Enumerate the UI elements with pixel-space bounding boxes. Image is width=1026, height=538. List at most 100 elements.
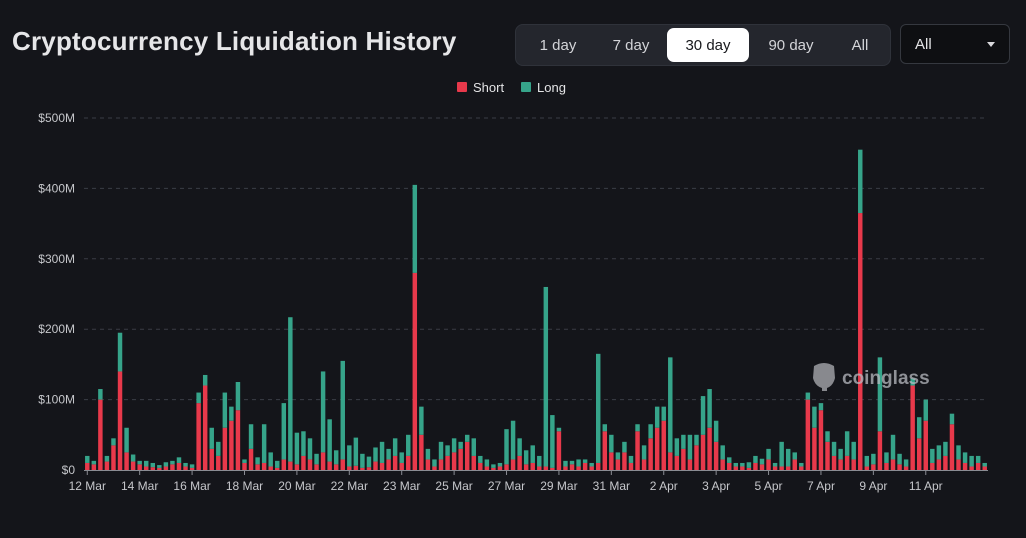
- bar-short[interactable]: [242, 462, 247, 470]
- legend-short-swatch[interactable]: [457, 82, 467, 92]
- bar-long[interactable]: [176, 457, 182, 463]
- bar-short[interactable]: [681, 448, 686, 470]
- bar-long[interactable]: [111, 438, 116, 446]
- bar-long[interactable]: [209, 427, 214, 449]
- bar-short[interactable]: [589, 466, 594, 470]
- bar-long[interactable]: [478, 455, 483, 463]
- bar-short[interactable]: [229, 420, 234, 470]
- bar-long[interactable]: [694, 434, 699, 446]
- bar-short[interactable]: [451, 452, 457, 470]
- bar-short[interactable]: [949, 424, 955, 470]
- bar-long[interactable]: [949, 413, 955, 425]
- bar-long[interactable]: [484, 459, 490, 467]
- bar-long[interactable]: [229, 406, 234, 421]
- bar-long[interactable]: [825, 431, 830, 442]
- bar-short[interactable]: [615, 459, 621, 470]
- bar-long[interactable]: [255, 457, 260, 465]
- bar-short[interactable]: [668, 452, 673, 470]
- bar-long[interactable]: [890, 434, 896, 460]
- bar-long[interactable]: [261, 424, 267, 463]
- bar-short[interactable]: [170, 464, 175, 470]
- bar-long[interactable]: [117, 332, 123, 372]
- bar-short[interactable]: [956, 459, 961, 470]
- bar-short[interactable]: [962, 462, 968, 470]
- range-all-button[interactable]: All: [851, 36, 869, 54]
- bar-short[interactable]: [903, 466, 909, 470]
- bar-short[interactable]: [812, 427, 817, 470]
- bar-short[interactable]: [923, 420, 928, 470]
- bar-long[interactable]: [170, 460, 175, 465]
- bar-long[interactable]: [785, 448, 791, 467]
- bar-long[interactable]: [648, 424, 653, 439]
- range-7-day-button[interactable]: 7 day: [612, 36, 650, 54]
- bar-short[interactable]: [582, 462, 588, 470]
- bar-short[interactable]: [838, 459, 843, 470]
- bar-long[interactable]: [510, 420, 516, 460]
- bar-short[interactable]: [288, 461, 293, 470]
- bar-short[interactable]: [386, 459, 391, 470]
- bar-long[interactable]: [969, 455, 974, 467]
- bar-short[interactable]: [157, 467, 162, 470]
- bar-short[interactable]: [320, 452, 326, 470]
- bar-short[interactable]: [563, 466, 568, 470]
- bar-long[interactable]: [700, 396, 706, 435]
- bar-long[interactable]: [799, 462, 804, 467]
- bar-long[interactable]: [275, 460, 280, 468]
- bar-short[interactable]: [635, 431, 640, 470]
- bar-short[interactable]: [261, 462, 267, 470]
- bar-long[interactable]: [451, 438, 457, 453]
- bar-long[interactable]: [360, 453, 365, 468]
- bar-long[interactable]: [497, 462, 503, 467]
- bar-short[interactable]: [307, 459, 313, 470]
- bar-short[interactable]: [779, 466, 784, 470]
- bar-short[interactable]: [523, 464, 529, 470]
- bar-short[interactable]: [189, 467, 195, 470]
- bar-long[interactable]: [923, 399, 928, 421]
- bar-short[interactable]: [825, 441, 830, 470]
- bar-long[interactable]: [333, 450, 339, 465]
- bar-short[interactable]: [438, 459, 444, 470]
- bar-long[interactable]: [864, 455, 870, 467]
- bar-long[interactable]: [222, 392, 228, 428]
- bar-short[interactable]: [799, 466, 804, 470]
- bar-long[interactable]: [98, 389, 103, 400]
- bar-long[interactable]: [137, 460, 142, 465]
- bar-short[interactable]: [366, 467, 372, 470]
- bar-long[interactable]: [910, 378, 915, 386]
- legend-short-label[interactable]: Short: [473, 80, 504, 95]
- bar-long[interactable]: [320, 371, 326, 453]
- bar-long[interactable]: [550, 415, 555, 468]
- bar-long[interactable]: [582, 459, 588, 463]
- bar-long[interactable]: [654, 406, 660, 428]
- bar-long[interactable]: [425, 448, 431, 460]
- bar-short[interactable]: [301, 455, 306, 470]
- bar-short[interactable]: [720, 459, 725, 470]
- bar-long[interactable]: [543, 286, 549, 467]
- bar-short[interactable]: [327, 461, 332, 470]
- bar-long[interactable]: [85, 455, 90, 463]
- bar-long[interactable]: [556, 427, 562, 432]
- range-90-day-button[interactable]: 90 day: [768, 36, 814, 54]
- bar-short[interactable]: [694, 445, 699, 470]
- bar-long[interactable]: [248, 424, 254, 449]
- bar-long[interactable]: [157, 465, 162, 468]
- bar-short[interactable]: [537, 466, 542, 470]
- bar-short[interactable]: [85, 462, 90, 470]
- bar-short[interactable]: [275, 467, 280, 470]
- bar-long[interactable]: [281, 403, 287, 460]
- bar-long[interactable]: [504, 429, 509, 465]
- bar-long[interactable]: [471, 438, 476, 456]
- bar-short[interactable]: [412, 272, 418, 470]
- bar-short[interactable]: [713, 441, 719, 470]
- bar-short[interactable]: [419, 434, 424, 470]
- bar-long[interactable]: [196, 392, 201, 404]
- bar-long[interactable]: [674, 438, 680, 456]
- bar-short[interactable]: [858, 213, 863, 471]
- bar-long[interactable]: [884, 452, 889, 463]
- bar-long[interactable]: [759, 458, 765, 465]
- bar-short[interactable]: [910, 385, 915, 470]
- bar-short[interactable]: [930, 462, 935, 470]
- bar-short[interactable]: [864, 466, 870, 470]
- bar-long[interactable]: [464, 434, 470, 442]
- bar-long[interactable]: [144, 460, 149, 467]
